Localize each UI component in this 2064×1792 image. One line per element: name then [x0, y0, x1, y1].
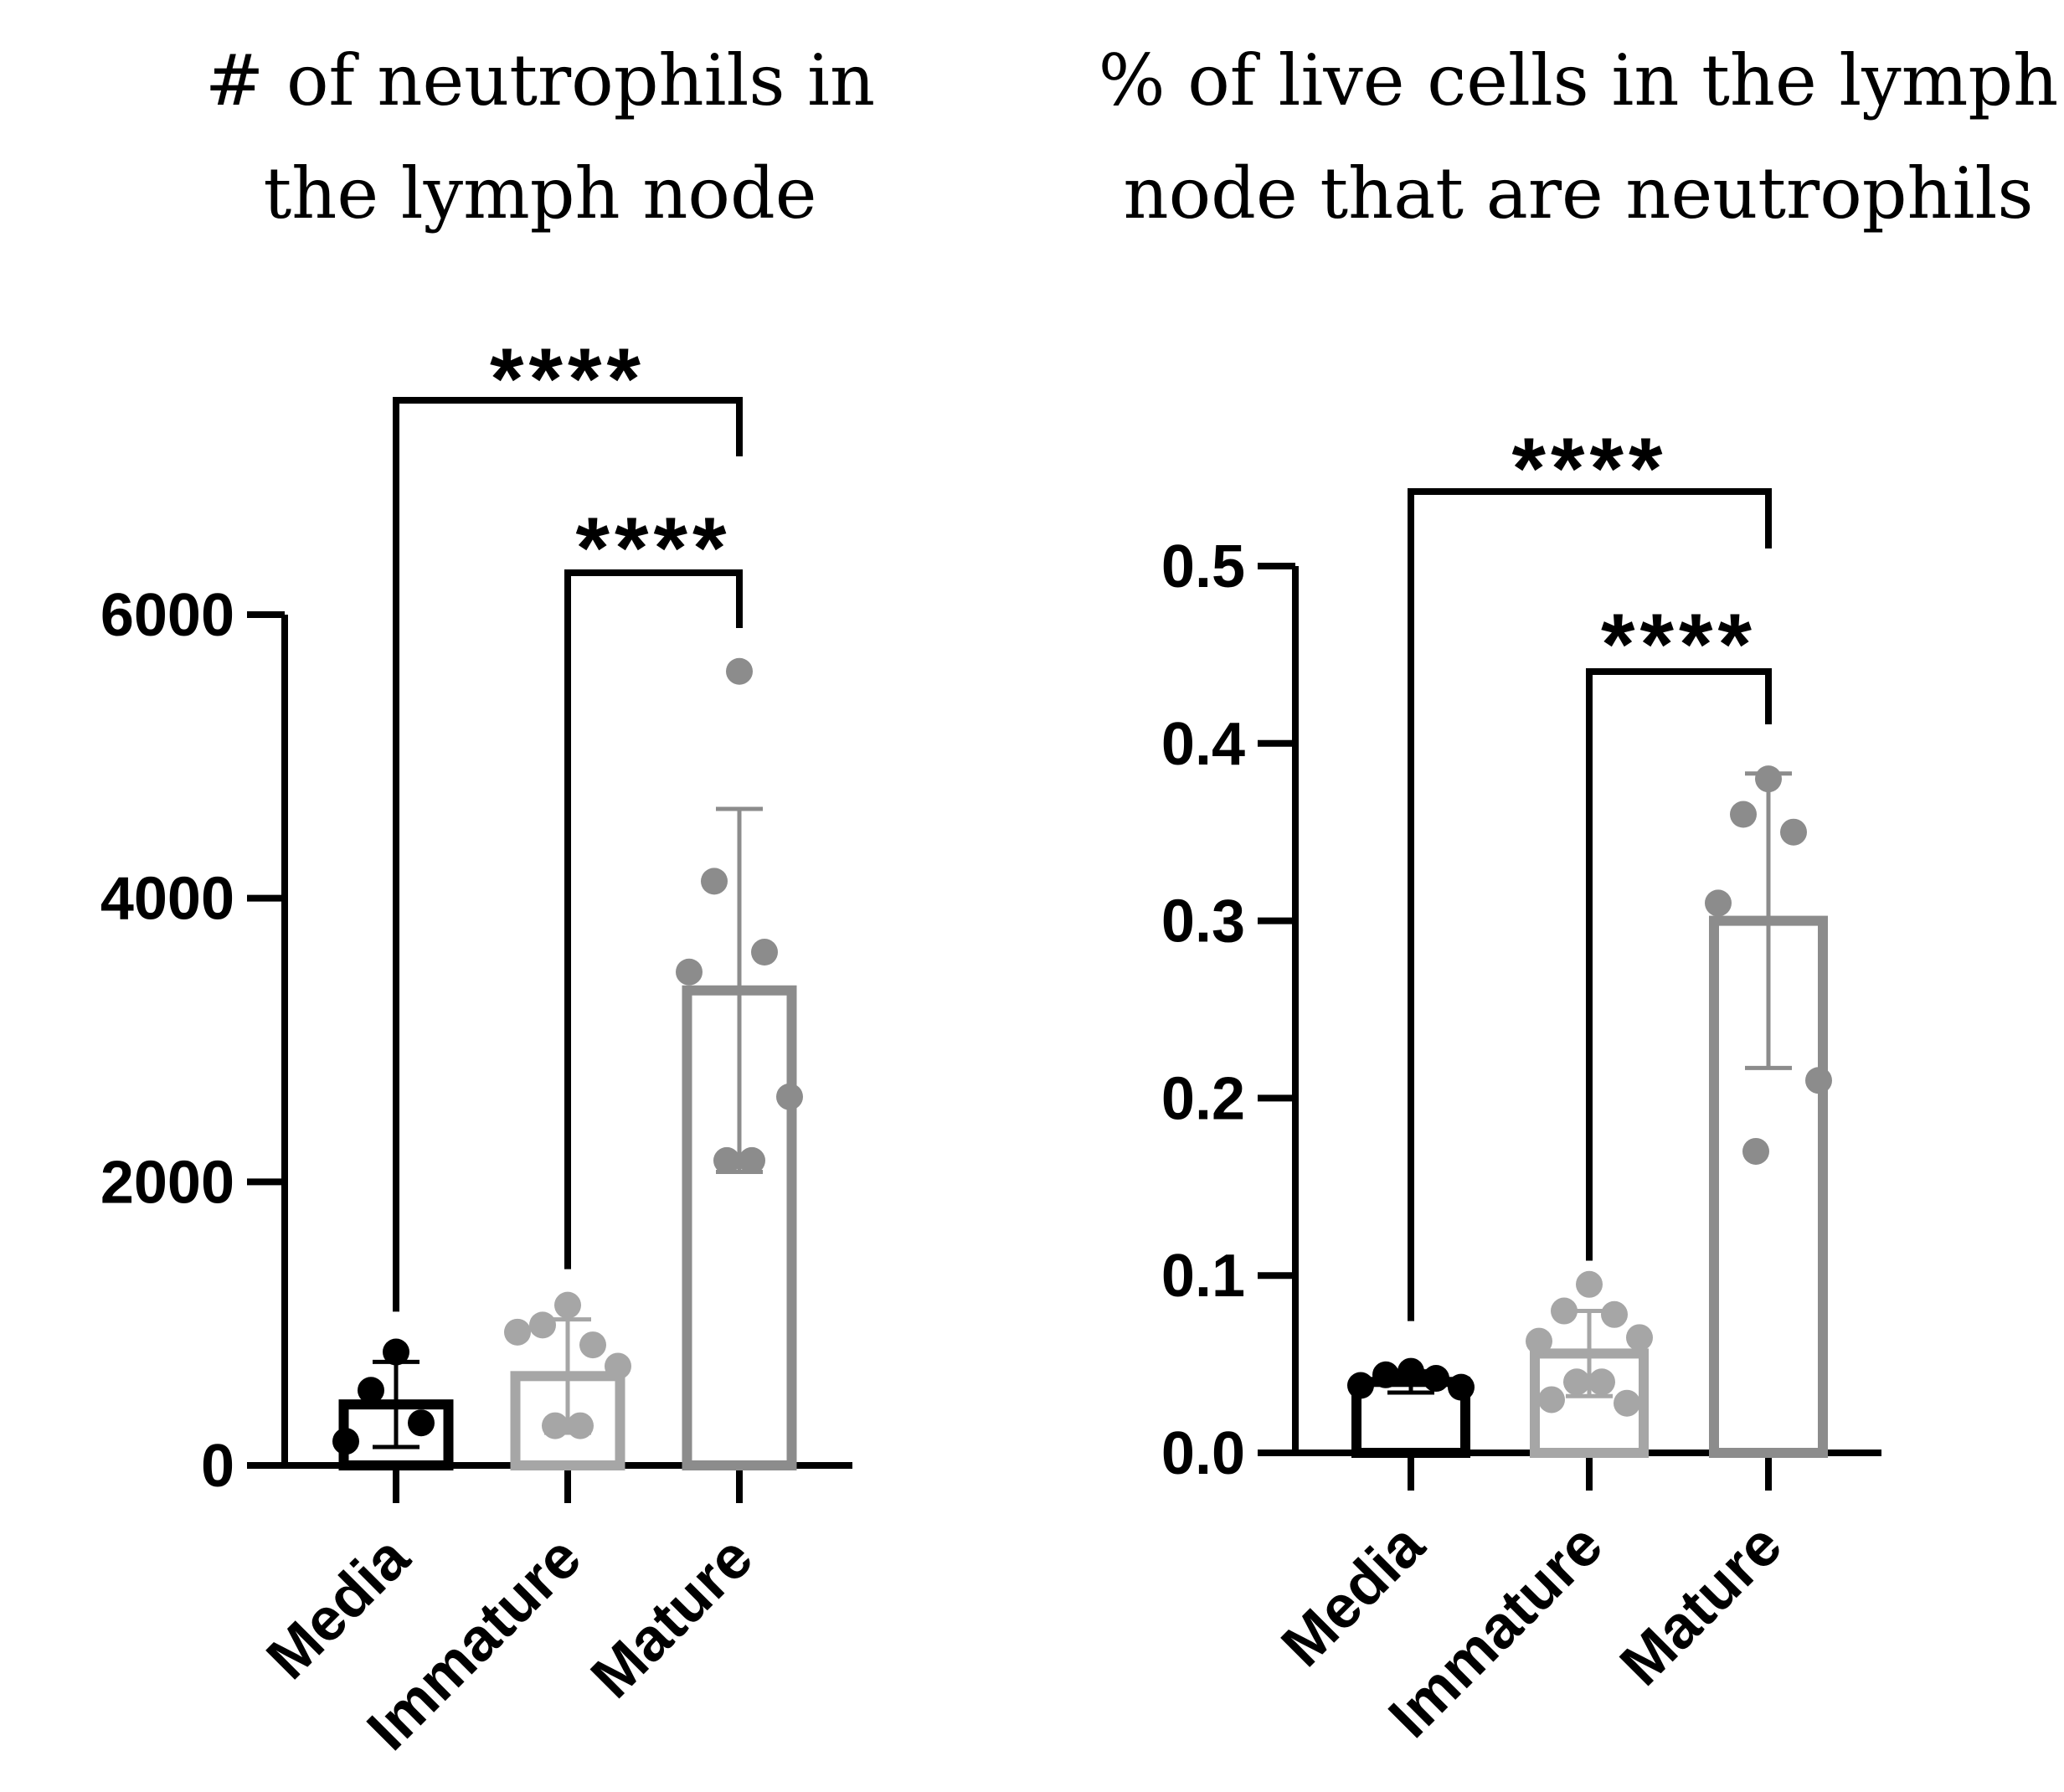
panel-0-y-tick-label: 2000: [100, 1149, 234, 1216]
panel-1-data-point: [1526, 1327, 1552, 1355]
panel-1-y-tick-label: 0.2: [1161, 1065, 1245, 1132]
panel-1-data-point: [1780, 818, 1807, 846]
panel-1-data-point: [1448, 1373, 1475, 1401]
panel-0-title-line-2: the lymph node: [264, 152, 817, 234]
panel-1-data-point: [1601, 1300, 1628, 1328]
panel-1-data-point: [1614, 1389, 1640, 1417]
panel-1-data-point: [1576, 1270, 1603, 1298]
panel-1-plot: 0.00.10.20.30.40.5MediaImmatureMature***…: [1161, 420, 1881, 1750]
panel-0-data-point: [776, 1083, 803, 1110]
panel-1-data-point: [1626, 1324, 1653, 1352]
panel-1-data-point: [1705, 889, 1732, 917]
panel-1-significance-bracket: [1408, 488, 1772, 1321]
panel-1-y-tick-label: 0.5: [1161, 533, 1245, 600]
panel-0-data-point: [529, 1311, 556, 1339]
panel-1-data-point: [1563, 1368, 1590, 1396]
panel-1-data-point: [1423, 1365, 1449, 1393]
panel-1-significance-label: ****: [1601, 596, 1757, 693]
panel-0-data-point: [676, 958, 703, 986]
panel-0-data-point: [358, 1377, 384, 1404]
panel-0-significance-bracket: [564, 569, 743, 1269]
panel-0-data-point: [751, 939, 778, 966]
panel-0-data-point: [383, 1338, 409, 1366]
panel-1-data-point: [1730, 801, 1757, 828]
panel-1-data-point: [1551, 1297, 1578, 1325]
panel-1-y-tick-label: 0.0: [1161, 1420, 1245, 1487]
panel-0-data-point: [739, 1146, 765, 1174]
panel-1-data-point: [1372, 1361, 1399, 1388]
panel-0-data-point: [504, 1318, 531, 1346]
panel-neutrophil-percent: % of live cells in the lymph node that a…: [1099, 39, 2059, 1750]
panel-1-significance-label: ****: [1512, 420, 1668, 518]
panel-0-data-point: [701, 868, 728, 895]
panel-0-data-point: [726, 657, 753, 685]
panel-0-data-point: [554, 1291, 581, 1319]
panel-0-significance-bracket: [393, 397, 743, 1312]
panel-0-data-point: [605, 1352, 631, 1380]
panel-0-significance-label: ****: [490, 331, 646, 428]
panel-1-category-label-mature: Mature: [1608, 1511, 1794, 1698]
panel-1-y-tick-label: 0.4: [1161, 711, 1245, 778]
panel-1-category-label-media: Media: [1269, 1511, 1438, 1680]
panel-0-y-tick-label: 4000: [100, 866, 234, 933]
panel-1-data-point: [1538, 1386, 1565, 1414]
panel-0-significance-label: ****: [576, 500, 732, 597]
panel-0-y-tick-label: 6000: [100, 582, 234, 649]
panel-1-data-point: [1805, 1067, 1832, 1094]
panel-0-category-label-mature: Mature: [579, 1524, 765, 1711]
panel-1-significance-bracket: [1586, 668, 1772, 1261]
panel-1-data-point: [1397, 1357, 1424, 1385]
panel-1-data-point: [1755, 765, 1782, 793]
panel-0-data-point: [542, 1412, 569, 1439]
panel-1-data-point: [1742, 1137, 1769, 1165]
panel-1-data-point: [1347, 1372, 1374, 1399]
panel-0-category-label-media: Media: [254, 1523, 423, 1692]
panel-0-y-tick-label: 0: [201, 1433, 234, 1500]
panel-0-data-point: [713, 1146, 740, 1174]
panel-1-title-line-2: node that are neutrophils: [1124, 152, 2034, 234]
panel-1-y-tick-label: 0.3: [1161, 888, 1245, 955]
panel-0-title-line-1: # of neutrophils in: [205, 39, 875, 121]
panel-neutrophil-count: # of neutrophils in the lymph node 0 2000…: [100, 39, 875, 1763]
panel-1-title-line-1: % of live cells in the lymph: [1099, 39, 2059, 121]
panel-1-data-point: [1588, 1368, 1615, 1396]
panel-0-data-point: [579, 1331, 606, 1359]
panel-0-data-point: [332, 1428, 359, 1455]
panel-0-data-point: [408, 1409, 435, 1437]
panel-0-data-point: [567, 1412, 594, 1439]
panel-1-y-tick-label: 0.1: [1161, 1243, 1245, 1310]
